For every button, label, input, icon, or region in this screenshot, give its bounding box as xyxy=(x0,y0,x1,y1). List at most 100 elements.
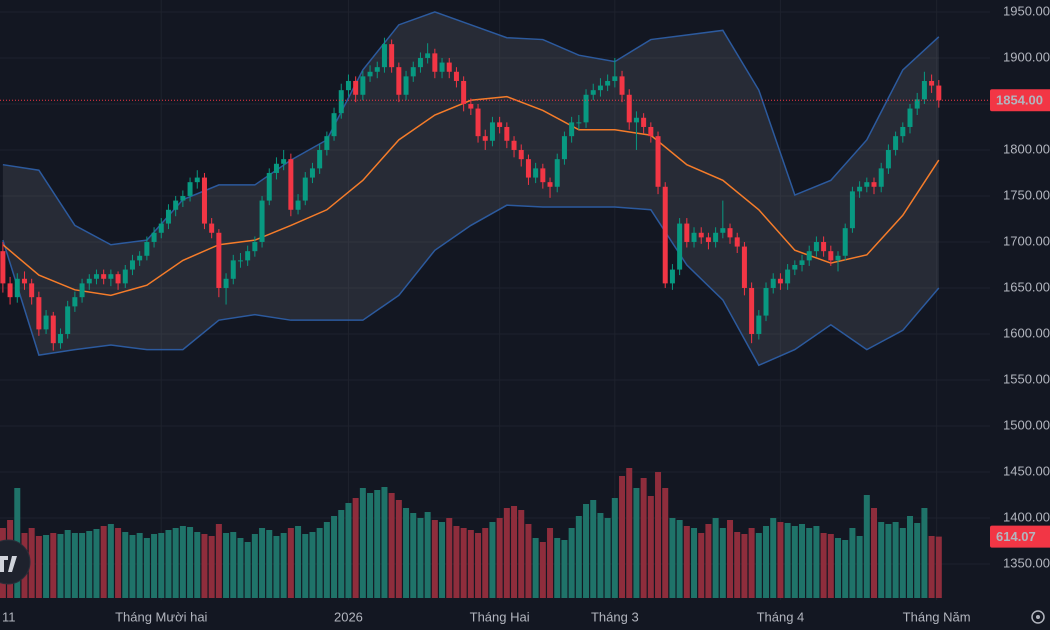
candle-body xyxy=(749,287,755,334)
volume-bar xyxy=(619,476,626,598)
bollinger-bands xyxy=(2,11,940,367)
volume-bar xyxy=(503,508,510,598)
candle-body xyxy=(36,297,42,330)
candle-body xyxy=(677,223,683,270)
candle-body xyxy=(345,80,351,91)
volume-bar xyxy=(698,533,705,598)
candle-body xyxy=(554,159,560,187)
volume-bar xyxy=(302,534,309,598)
candle-body xyxy=(396,67,402,95)
axes: 1350.00 1400.00 1450.00 1500.00 1550.00 1600.… xyxy=(0,3,1050,624)
volume-bar xyxy=(590,500,597,598)
settings-button[interactable] xyxy=(1031,610,1045,624)
x-tick-label: 2026 xyxy=(334,609,363,624)
volume xyxy=(0,468,942,598)
candle-body xyxy=(705,237,711,242)
volume-bar xyxy=(791,526,798,598)
candle-body xyxy=(885,149,891,169)
volume-bar xyxy=(50,533,57,598)
candle-body xyxy=(108,274,114,279)
gear-icon[interactable] xyxy=(1031,610,1045,624)
candle-body xyxy=(403,76,409,95)
candle-body xyxy=(547,182,553,187)
volume-bar xyxy=(35,536,42,598)
y-tick-label: 1750.00 xyxy=(1003,187,1050,202)
volume-bar xyxy=(799,524,806,598)
volume-bar xyxy=(907,516,914,598)
volume-bar xyxy=(223,533,230,598)
candle-body xyxy=(144,241,150,256)
candle-body xyxy=(237,260,243,262)
volume-bar xyxy=(763,526,770,598)
candles xyxy=(0,37,942,351)
volume-bar xyxy=(71,533,78,598)
candle-body xyxy=(799,260,805,265)
candle-body xyxy=(79,283,85,298)
x-tick-label: Tháng 3 xyxy=(591,609,639,624)
candle-body xyxy=(331,113,337,137)
volume-bar xyxy=(561,540,568,598)
candle-body xyxy=(893,136,899,150)
grid xyxy=(0,0,990,600)
candle-body xyxy=(187,182,193,196)
last-price-label: 1854.00 xyxy=(996,93,1043,108)
volume-bar xyxy=(683,526,690,598)
volume-bar xyxy=(374,490,381,598)
volume-bar xyxy=(849,528,856,598)
volume-bar xyxy=(842,540,849,598)
volume-bar xyxy=(287,528,294,598)
volume-bar xyxy=(323,522,330,598)
candle-body xyxy=(245,251,251,261)
volume-bar xyxy=(604,518,611,598)
last-volume-label: 614.07 xyxy=(996,529,1036,544)
candle-body xyxy=(209,223,215,233)
logo[interactable] xyxy=(0,539,31,585)
volume-bar xyxy=(705,524,712,598)
candle-body xyxy=(453,71,459,81)
candle-body xyxy=(482,136,488,141)
candle-body xyxy=(389,44,395,68)
volume-bar xyxy=(79,533,86,598)
candle-body xyxy=(777,278,783,284)
volume-bar xyxy=(813,526,820,598)
candle-body xyxy=(525,159,531,178)
candle-body xyxy=(806,251,812,261)
candle-body xyxy=(583,94,589,123)
x-tick-label: Tháng Năm xyxy=(903,609,971,624)
candle-body xyxy=(871,182,877,187)
volume-bar xyxy=(554,538,561,598)
volume-bar xyxy=(273,536,280,598)
volume-bar xyxy=(921,508,928,598)
candle-body xyxy=(417,57,423,68)
candle-body xyxy=(813,241,819,252)
x-tick-label: Tháng 11 xyxy=(0,609,15,624)
candle-body xyxy=(57,333,63,344)
volume-bar xyxy=(899,528,906,598)
candle-body xyxy=(489,122,495,141)
candle-body xyxy=(165,209,171,224)
volume-bar xyxy=(179,526,186,598)
candle-body xyxy=(590,90,596,95)
volume-bar xyxy=(655,472,662,598)
candle-body xyxy=(43,315,49,330)
candle-body xyxy=(158,223,164,233)
band-lower xyxy=(2,204,940,367)
volume-bar xyxy=(525,524,532,598)
volume-bar xyxy=(935,536,942,598)
candle-body xyxy=(86,278,92,284)
volume-bar xyxy=(532,538,539,598)
volume-bar xyxy=(295,526,302,598)
volume-bar xyxy=(230,532,237,598)
candle-body xyxy=(648,126,654,137)
volume-bar xyxy=(388,493,395,598)
candle-body xyxy=(756,315,762,334)
candle-body xyxy=(288,159,294,210)
candle-body xyxy=(561,136,567,160)
volume-bar xyxy=(439,522,446,598)
volume-bar xyxy=(856,536,863,598)
volume-bar xyxy=(410,513,417,598)
volume-bar xyxy=(316,528,323,598)
volume-bar xyxy=(626,468,633,598)
